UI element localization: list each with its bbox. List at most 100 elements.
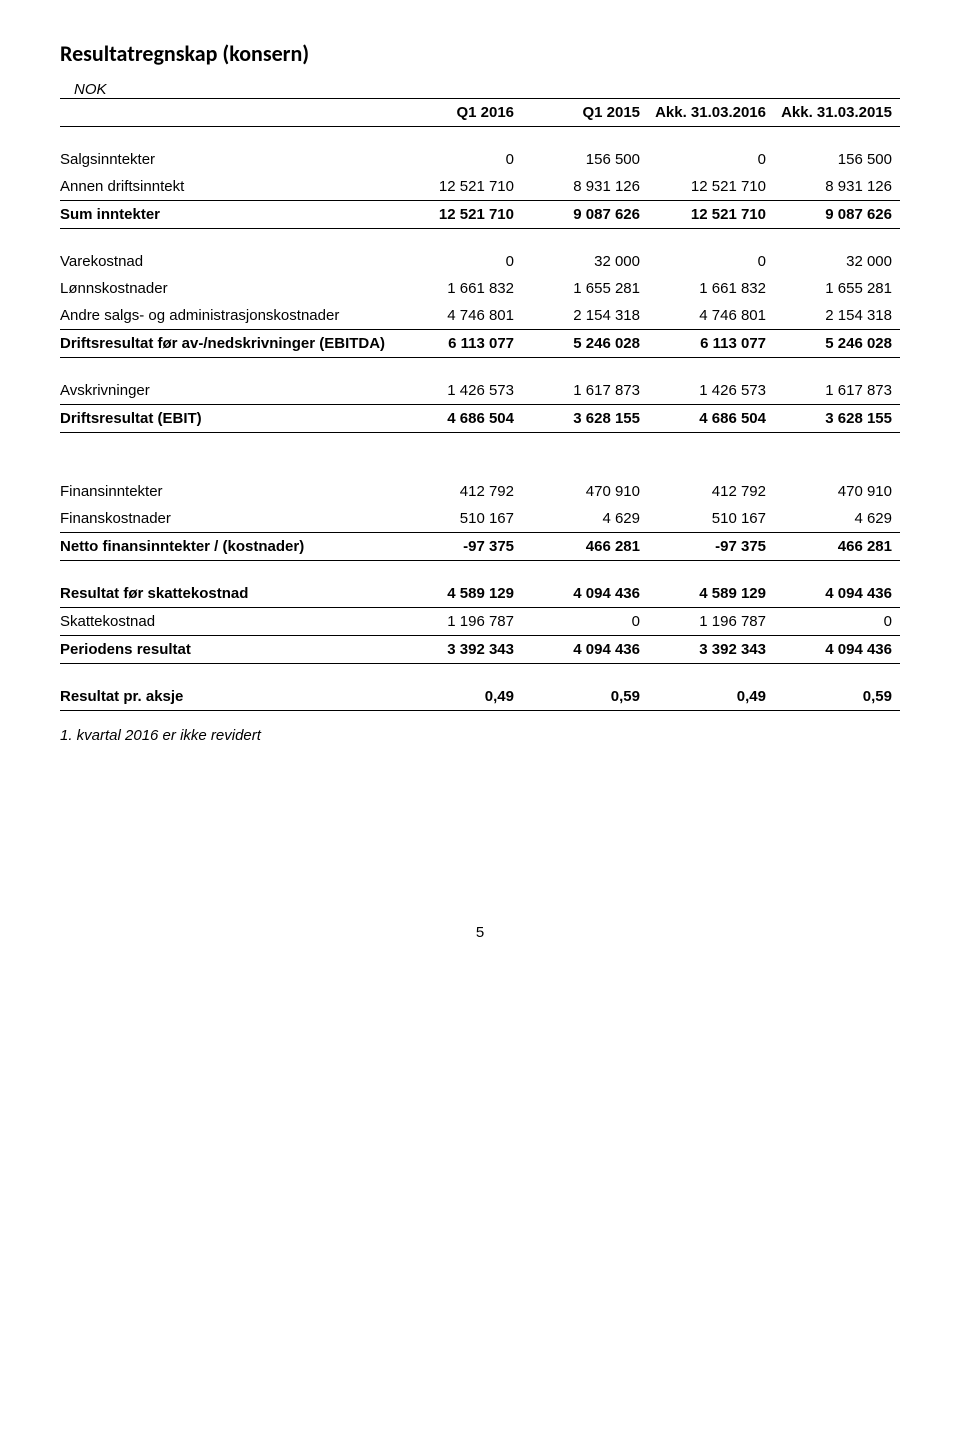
table-row: Varekostnad 0 32 000 0 32 000 — [60, 229, 900, 276]
cell: 0,49 — [396, 664, 522, 711]
cell: 4 746 801 — [648, 302, 774, 330]
cell: 4 094 436 — [774, 561, 900, 608]
header-col-2: Q1 2015 — [522, 99, 648, 127]
cell: 2 154 318 — [774, 302, 900, 330]
row-label: Finansinntekter — [60, 433, 396, 506]
cell: 4 686 504 — [396, 405, 522, 433]
row-label: Periodens resultat — [60, 636, 396, 664]
cell: 4 686 504 — [648, 405, 774, 433]
table-row: Avskrivninger 1 426 573 1 617 873 1 426 … — [60, 358, 900, 405]
row-label: Varekostnad — [60, 229, 396, 276]
header-col-4: Akk. 31.03.2015 — [774, 99, 900, 127]
row-label: Lønnskostnader — [60, 275, 396, 302]
cell: 0,59 — [774, 664, 900, 711]
cell: 4 094 436 — [522, 561, 648, 608]
cell: 156 500 — [774, 127, 900, 174]
cell: 12 521 710 — [648, 201, 774, 229]
cell: 4 094 436 — [774, 636, 900, 664]
page-title: Resultatregnskap (konsern) — [60, 40, 900, 67]
cell: 1 426 573 — [396, 358, 522, 405]
cell: 12 521 710 — [396, 201, 522, 229]
cell: 5 246 028 — [522, 330, 648, 358]
cell: 9 087 626 — [522, 201, 648, 229]
cell: 3 628 155 — [774, 405, 900, 433]
cell: 466 281 — [522, 533, 648, 561]
row-label: Netto finansinntekter / (kostnader) — [60, 533, 396, 561]
currency-label: NOK — [60, 81, 900, 98]
cell: 466 281 — [774, 533, 900, 561]
table-row-sum: Driftsresultat før av-/nedskrivninger (E… — [60, 330, 900, 358]
row-label: Sum inntekter — [60, 201, 396, 229]
row-label: Driftsresultat før av-/nedskrivninger (E… — [60, 330, 396, 358]
row-label: Resultat før skattekostnad — [60, 561, 396, 608]
cell: 4 589 129 — [648, 561, 774, 608]
row-label: Driftsresultat (EBIT) — [60, 405, 396, 433]
table-row: Annen driftsinntekt 12 521 710 8 931 126… — [60, 173, 900, 201]
row-label: Annen driftsinntekt — [60, 173, 396, 201]
cell: 3 392 343 — [648, 636, 774, 664]
cell: 1 617 873 — [774, 358, 900, 405]
cell: 0 — [648, 229, 774, 276]
cell: 32 000 — [522, 229, 648, 276]
cell: 1 661 832 — [648, 275, 774, 302]
header-blank — [60, 99, 396, 127]
cell: 0 — [396, 127, 522, 174]
cell: 1 661 832 — [396, 275, 522, 302]
row-label: Avskrivninger — [60, 358, 396, 405]
cell: -97 375 — [648, 533, 774, 561]
cell: 4 589 129 — [396, 561, 522, 608]
table-row: Salgsinntekter 0 156 500 0 156 500 — [60, 127, 900, 174]
footnote: 1. kvartal 2016 er ikke revidert — [60, 727, 900, 744]
cell: 1 196 787 — [396, 608, 522, 636]
table-row: Andre salgs- og administrasjonskostnader… — [60, 302, 900, 330]
table-row-sum: Resultat pr. aksje 0,49 0,59 0,49 0,59 — [60, 664, 900, 711]
cell: 470 910 — [774, 433, 900, 506]
cell: 4 629 — [522, 505, 648, 533]
page-number: 5 — [60, 924, 900, 941]
header-col-3: Akk. 31.03.2016 — [648, 99, 774, 127]
cell: 0,49 — [648, 664, 774, 711]
cell: 412 792 — [396, 433, 522, 506]
cell: 4 746 801 — [396, 302, 522, 330]
cell: 412 792 — [648, 433, 774, 506]
cell: 510 167 — [396, 505, 522, 533]
table-header-row: Q1 2016 Q1 2015 Akk. 31.03.2016 Akk. 31.… — [60, 99, 900, 127]
cell: 0 — [396, 229, 522, 276]
cell: 0 — [522, 608, 648, 636]
cell: 1 617 873 — [522, 358, 648, 405]
cell: 1 426 573 — [648, 358, 774, 405]
table-row-sum: Driftsresultat (EBIT) 4 686 504 3 628 15… — [60, 405, 900, 433]
cell: 5 246 028 — [774, 330, 900, 358]
table-row: Skattekostnad 1 196 787 0 1 196 787 0 — [60, 608, 900, 636]
cell: 470 910 — [522, 433, 648, 506]
cell: 4 094 436 — [522, 636, 648, 664]
cell: 32 000 — [774, 229, 900, 276]
table-row-sum: Periodens resultat 3 392 343 4 094 436 3… — [60, 636, 900, 664]
cell: 12 521 710 — [648, 173, 774, 201]
row-label: Skattekostnad — [60, 608, 396, 636]
cell: 1 196 787 — [648, 608, 774, 636]
table-row-sum: Resultat før skattekostnad 4 589 129 4 0… — [60, 561, 900, 608]
cell: 1 655 281 — [522, 275, 648, 302]
row-label: Resultat pr. aksje — [60, 664, 396, 711]
cell: 4 629 — [774, 505, 900, 533]
table-row: Lønnskostnader 1 661 832 1 655 281 1 661… — [60, 275, 900, 302]
cell: 3 392 343 — [396, 636, 522, 664]
cell: 510 167 — [648, 505, 774, 533]
cell: 6 113 077 — [396, 330, 522, 358]
cell: 0,59 — [522, 664, 648, 711]
cell: 0 — [774, 608, 900, 636]
row-label: Andre salgs- og administrasjonskostnader — [60, 302, 396, 330]
table-row: Finanskostnader 510 167 4 629 510 167 4 … — [60, 505, 900, 533]
table-row-sum: Netto finansinntekter / (kostnader) -97 … — [60, 533, 900, 561]
table-row: Finansinntekter 412 792 470 910 412 792 … — [60, 433, 900, 506]
cell: 156 500 — [522, 127, 648, 174]
cell: 0 — [648, 127, 774, 174]
cell: 6 113 077 — [648, 330, 774, 358]
cell: 3 628 155 — [522, 405, 648, 433]
cell: 9 087 626 — [774, 201, 900, 229]
row-label: Finanskostnader — [60, 505, 396, 533]
cell: 2 154 318 — [522, 302, 648, 330]
cell: 8 931 126 — [522, 173, 648, 201]
row-label: Salgsinntekter — [60, 127, 396, 174]
